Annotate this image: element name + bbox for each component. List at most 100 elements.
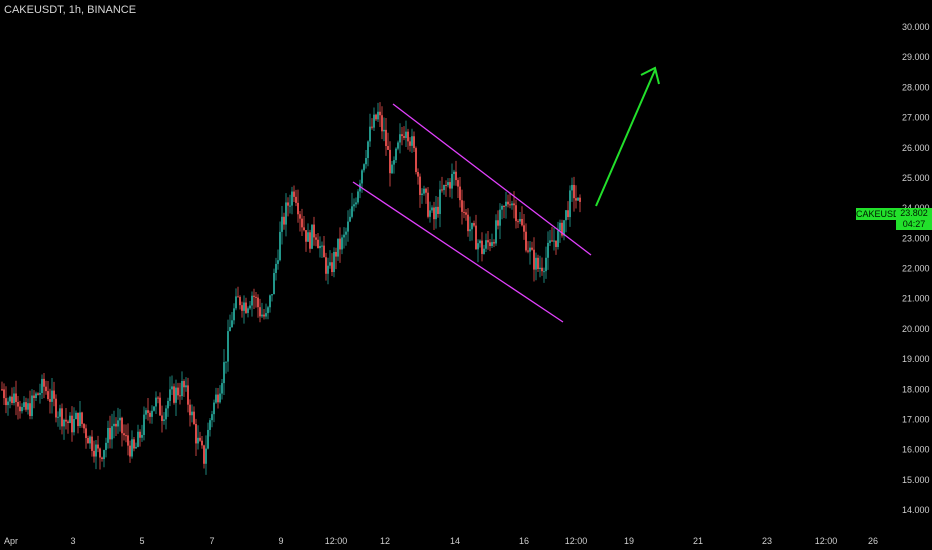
candle-body xyxy=(539,267,541,269)
candle-body xyxy=(57,416,59,418)
candle-body xyxy=(479,240,481,244)
candle-body xyxy=(75,412,77,420)
candle-body xyxy=(51,390,53,402)
time-tick-label: 12:00 xyxy=(325,536,348,546)
candle-body xyxy=(393,160,395,165)
candle-body xyxy=(313,224,315,238)
candle-body xyxy=(255,296,257,298)
candle-body xyxy=(187,385,189,405)
candle-body xyxy=(529,247,531,252)
candle-body xyxy=(123,433,125,436)
candle-body xyxy=(513,203,515,206)
price-tick-label: 29.000 xyxy=(902,52,930,62)
candle-body xyxy=(181,381,183,397)
candle-body xyxy=(161,415,163,421)
candle-body xyxy=(79,412,81,427)
candle-body xyxy=(199,437,201,441)
candle-body xyxy=(37,393,39,395)
candle-body xyxy=(159,397,161,416)
candle-body xyxy=(257,297,259,308)
candle-body xyxy=(111,426,113,440)
price-tick-label: 25.000 xyxy=(902,173,930,183)
candle-body xyxy=(515,205,517,222)
candle-body xyxy=(429,210,431,217)
time-tick-label: 5 xyxy=(139,536,144,546)
time-axis[interactable]: Apr 3 5 7 9 12:00 12 14 16 12:00 19 21 23 12:00 26 xyxy=(4,536,878,546)
time-tick-label: 12 xyxy=(380,536,390,546)
candle-body xyxy=(483,248,485,254)
candle-body xyxy=(63,419,65,427)
candle-body xyxy=(347,221,349,232)
candle-body xyxy=(577,197,579,201)
price-tick-label: 16.000 xyxy=(902,445,930,455)
candle-body xyxy=(507,201,509,205)
candle-body xyxy=(553,240,555,242)
candle-body xyxy=(1,389,3,391)
candle-body xyxy=(511,203,513,206)
candle-body xyxy=(125,435,127,437)
candle-body xyxy=(415,148,417,172)
symbol-title: CAKEUSDT, 1h, BINANCE xyxy=(4,4,137,16)
candle-body xyxy=(205,448,207,464)
candle-body xyxy=(439,189,441,214)
candle-body xyxy=(153,406,155,411)
candle-body xyxy=(407,131,409,142)
candle-body xyxy=(503,205,505,207)
candle-body xyxy=(549,240,551,243)
candle-body xyxy=(83,423,85,429)
candle-body xyxy=(45,386,47,392)
candle-body xyxy=(285,202,287,225)
candle-body xyxy=(185,385,187,388)
candle-body xyxy=(381,115,383,132)
candle-body xyxy=(73,419,75,433)
candle-body xyxy=(501,205,503,210)
time-tick-label: 12:00 xyxy=(815,536,838,546)
candle-body xyxy=(207,429,209,449)
candle-body xyxy=(431,207,433,211)
candle-body xyxy=(209,420,211,430)
candle-body xyxy=(129,445,131,457)
candle-body xyxy=(527,250,529,252)
price-axis[interactable]: 14.000 15.000 16.000 17.000 18.000 19.000 20.0… xyxy=(902,22,930,515)
candle-body xyxy=(335,251,337,257)
candle-body xyxy=(403,136,405,138)
price-tick-label: 17.000 xyxy=(902,414,930,424)
candle-body xyxy=(15,393,17,402)
candle-body xyxy=(409,141,411,146)
candle-body xyxy=(253,295,255,297)
candle-body xyxy=(9,396,11,402)
candle-body xyxy=(271,294,273,296)
price-tick-label: 28.000 xyxy=(902,82,930,92)
candle-body xyxy=(175,387,177,403)
candle-body xyxy=(65,419,67,422)
time-tick-label: 7 xyxy=(209,536,214,546)
candle-body xyxy=(435,206,437,220)
candle-body xyxy=(475,225,477,250)
price-tick-label: 22.000 xyxy=(902,264,930,274)
candle-body xyxy=(33,395,35,399)
candle-body xyxy=(87,437,89,444)
candle-body xyxy=(299,214,301,219)
candle-body xyxy=(361,170,363,184)
candle-body xyxy=(239,296,241,306)
candle-body xyxy=(223,362,225,384)
candle-body xyxy=(13,393,15,403)
candle-body xyxy=(311,224,313,249)
candle-body xyxy=(23,402,25,408)
candle-body xyxy=(281,216,283,232)
candle-body xyxy=(327,265,329,274)
candle-body xyxy=(449,182,451,189)
candle-body xyxy=(27,403,29,410)
candle-body xyxy=(441,189,443,191)
candle-body xyxy=(531,247,533,250)
candle-body xyxy=(259,307,261,317)
candle-body xyxy=(317,239,319,249)
candle-body xyxy=(457,180,459,187)
candle-body xyxy=(517,221,519,223)
candle-body xyxy=(169,389,171,401)
candle-body xyxy=(19,406,21,412)
candle-body xyxy=(569,190,571,218)
candle-body xyxy=(201,440,203,446)
candle-body xyxy=(101,457,103,460)
